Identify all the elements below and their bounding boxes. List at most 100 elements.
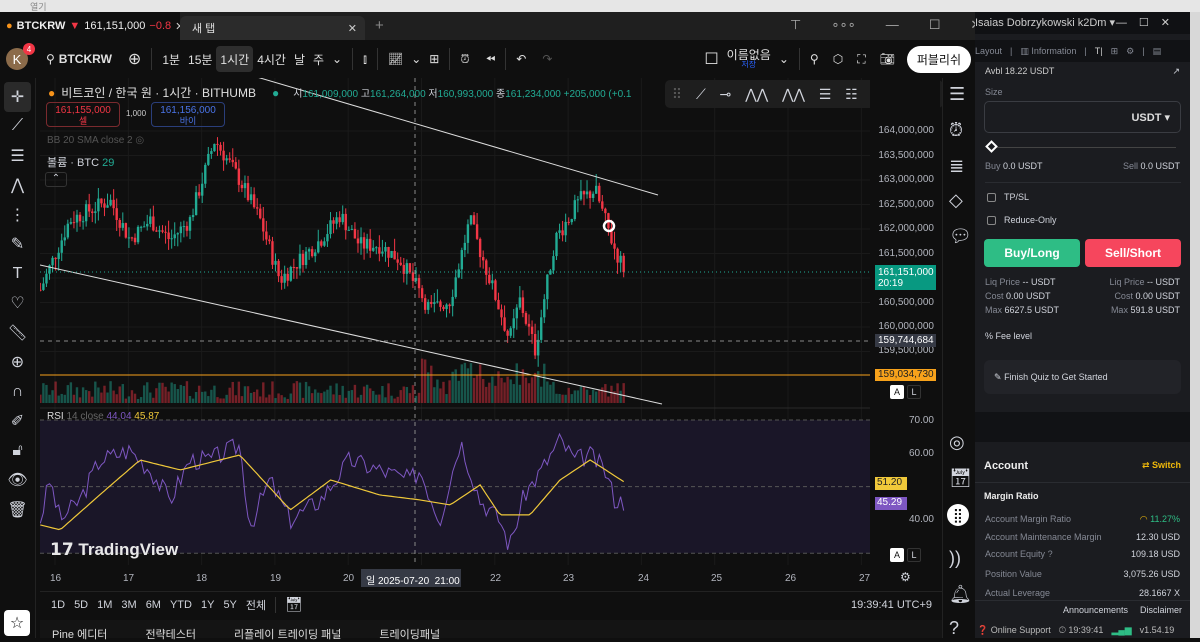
buy-long-button[interactable]: Buy/Long [984,239,1080,267]
minimize-button[interactable]: — [885,17,899,32]
trendline-icon[interactable]: ⟋ [11,117,24,135]
log-scale-button[interactable]: L [907,385,921,399]
sell-button[interactable]: 161,155,000 셀 [46,102,120,127]
range-ytd[interactable]: YTD [169,598,192,611]
trash-icon[interactable]: 🗑︎ [7,501,28,519]
price-axis[interactable]: 164,000,000 163,500,000 163,000,000 162,… [870,78,940,590]
interval-day[interactable]: 날 [293,52,305,67]
lock-icon[interactable]: 🔓︎ [12,441,23,459]
quiz-banner[interactable]: ✎ Finish Quiz to Get Started [984,360,1181,394]
layout-name[interactable]: 이름없음 저장 [727,49,771,69]
tradingview-watermark[interactable]: 𝟭𝟳 TradingView [50,540,179,559]
horizontal-ray-icon[interactable]: ⊸ [719,85,732,102]
interval-dropdown-icon[interactable]: ⌄ [332,52,343,66]
brush-icon[interactable]: ✎ [10,236,25,254]
favorites-star-icon[interactable]: ☆ [4,610,30,636]
channel-icon[interactable]: ☰ [818,85,832,102]
indicators-dropdown-icon[interactable]: ⌄ [411,52,422,66]
tab-new[interactable]: 새 탭 ✕ [180,16,365,40]
text-icon[interactable]: T [12,264,23,282]
close-tab-icon[interactable]: ✕ [347,22,357,35]
grid-icon[interactable]: ⊞ [1110,45,1119,56]
sell-short-button[interactable]: Sell/Short [1085,239,1181,267]
hidden-eye-icon[interactable]: ◎ [135,135,145,146]
interval-1h[interactable]: 1시간 [216,46,254,72]
disclaimer-link[interactable]: Disclaimer [1139,605,1182,615]
add-list-icon[interactable]: ≣ [949,156,965,176]
drag-handle-icon[interactable]: ⠿ [671,85,683,102]
tab-trading-panel[interactable]: 트레이딩패널 [379,629,441,641]
alert-icon[interactable]: ⏰︎ [460,51,470,66]
more-icon[interactable]: ∘∘∘ [831,17,856,32]
interval-1m[interactable]: 1분 [162,52,181,67]
range-6m[interactable]: 6M [145,598,161,611]
expand-icon[interactable]: ↗ [1172,66,1180,76]
interval-4h[interactable]: 4시간 [257,52,286,67]
apps-grid-icon[interactable]: ⣿ [947,504,969,526]
layers-icon[interactable]: ◇ [949,190,963,210]
range-1m[interactable]: 1M [97,598,113,611]
size-unit-dropdown[interactable]: USDT ▾ [1131,112,1170,124]
new-tab-button[interactable]: + [375,17,384,34]
pattern-ac-icon[interactable]: ⋀⋀ [782,85,805,102]
tab-pine-editor[interactable]: Pine 에디터 [52,629,108,641]
layout-icon[interactable]: ☐ [704,51,719,68]
interval-15m[interactable]: 15분 [188,52,213,67]
pattern-icon[interactable]: ⋀ [10,177,25,195]
chat-icon[interactable]: 💬︎ [949,226,972,246]
camera-icon[interactable]: 📷︎ [879,52,895,66]
fullscreen-icon[interactable]: ⛶ [857,51,866,66]
fib-channel-icon[interactable]: ☷ [845,85,858,102]
panel-window-controls[interactable]: —☐✕ [1115,17,1182,29]
target-icon[interactable]: ◎ [949,432,965,452]
tpsl-checkbox[interactable]: TP/SL [987,192,1029,203]
slider-handle[interactable] [985,140,998,153]
avatar[interactable]: K 4 [6,43,35,70]
announcements-link[interactable]: Announcements [1062,605,1128,615]
redo-icon[interactable]: ↷ [542,52,553,66]
rsi-log-scale-button[interactable]: L [907,548,921,562]
watchlist-icon[interactable]: ☰ [949,84,966,104]
browser-tab-label[interactable]: 열기 [30,2,47,12]
auto-scale-button[interactable]: A [890,385,904,399]
settings-icon[interactable]: ⬡ [832,52,844,66]
symbol-search[interactable]: ⚲ BTCKRW [42,46,116,72]
ruler-icon[interactable]: 📏︎ [7,324,28,342]
collapse-legend-button[interactable]: ⌃ [45,172,67,187]
bb-indicator-label[interactable]: BB 20 SMA close 2 ◎ [47,135,145,146]
fee-level-link[interactable]: % Fee level [985,331,1033,341]
quick-search-icon[interactable]: ⚲ [809,52,819,66]
tab-btckrw[interactable]: ● BTCKRW ▼ 161,151,000 −0.8 ✕ [0,12,184,40]
rsi-auto-scale-button[interactable]: A [890,548,904,562]
fib-icon[interactable]: ☰ [10,147,25,165]
switch-button[interactable]: ⇄ Switch [1141,460,1181,470]
nav-layout[interactable]: Layout [975,46,1003,56]
gear-icon[interactable]: ⚙ [1126,45,1135,56]
goto-date-icon[interactable]: 📅︎ [285,596,303,612]
magnet-icon[interactable]: ∩ [11,382,24,400]
size-input[interactable]: USDT ▾ [984,101,1181,133]
close-tab-icon[interactable]: ✕ [175,20,184,33]
layout-dropdown-icon[interactable]: ⌄ [778,52,789,66]
bell-icon[interactable]: 🔔︎ [949,584,972,604]
info-icon[interactable]: ? [1047,549,1053,559]
zoom-in-icon[interactable]: ⊕ [10,354,25,372]
templates-icon[interactable]: ⊞ [429,52,440,66]
undo-icon[interactable]: ↶ [516,52,527,66]
maximize-button[interactable]: ☐ [928,17,941,32]
user-name[interactable]: Isaias Dobrzykowski k2Dm ▾ [975,17,1115,29]
nav-information[interactable]: ▥ Information [1020,45,1077,56]
calculator-icon[interactable]: ▤ [1152,45,1162,56]
candle-type-icon[interactable]: ⫾ [363,51,367,66]
alerts-clock-icon[interactable]: ⏰︎ [949,120,964,140]
indicators-icon[interactable]: 📈︎ [387,52,404,66]
scroll-edge[interactable] [1190,12,1200,638]
forecast-icon[interactable]: ⋮ [9,206,26,224]
tab-strategy-tester[interactable]: 전략테스터 [145,629,197,641]
interval-week[interactable]: 주 [313,52,325,67]
clock[interactable]: 19:39:41 UTC+9 [850,598,932,611]
online-support-link[interactable]: ❓ Online Support [977,625,1051,635]
size-slider[interactable] [988,147,1176,148]
lock-drawing-icon[interactable]: ✐ [10,413,25,431]
heart-icon[interactable]: ♡ [10,295,25,313]
